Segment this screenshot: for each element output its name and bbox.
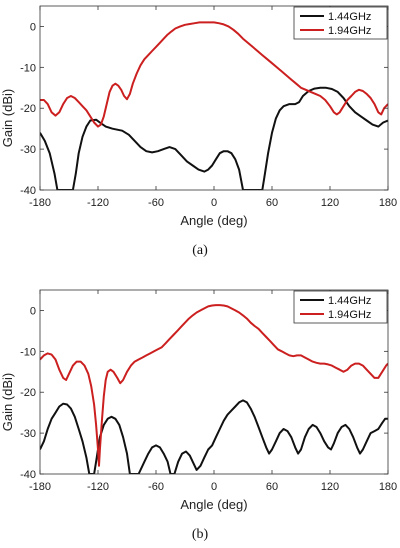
x-tick-label: 60 [266, 197, 278, 209]
x-tick-label: 180 [379, 481, 397, 493]
legend-box [293, 6, 388, 40]
y-tick-label: -30 [20, 144, 36, 156]
y-tick-label: 0 [30, 21, 36, 33]
legend-label: 1.44GHz [328, 295, 371, 307]
x-tick-label: 0 [211, 481, 217, 493]
chart-panel-2: -180 -120 -60 0 60 120 180 0 -10 -20 -30 -40 Angle (… [0, 289, 397, 542]
x-tick-label: -60 [148, 197, 164, 209]
y-tick-label: -20 [20, 103, 36, 115]
x-tick-label: 120 [321, 197, 339, 209]
x-tick-label: -120 [87, 197, 109, 209]
x-tick-label: 120 [321, 481, 339, 493]
legend-label: 1.94GHz [328, 309, 371, 321]
x-axis-label: Angle (deg) [180, 213, 247, 228]
series-line-194ghz [40, 304, 388, 467]
x-tick-label: -60 [148, 481, 164, 493]
series-line-144ghz [40, 86, 388, 190]
y-tick-label: -40 [20, 469, 36, 481]
series-line-194ghz [40, 21, 388, 128]
x-tick-label: -180 [29, 481, 51, 493]
panel-caption: (b) [192, 527, 209, 542]
y-axis-label: Gain (dBi) [0, 373, 15, 432]
y-tick-label: -40 [20, 185, 36, 197]
panel-caption: (a) [192, 243, 208, 258]
series-line-144ghz [40, 399, 388, 474]
y-tick-label: -10 [20, 62, 36, 74]
x-tick-label: 0 [211, 197, 217, 209]
y-tick-label: -20 [20, 387, 36, 399]
x-axis-label: Angle (deg) [180, 497, 247, 512]
legend: 1.44GHz 1.94GHz [293, 290, 388, 324]
x-tick-label: -180 [29, 197, 51, 209]
legend-box [293, 290, 388, 324]
x-tick-label: -120 [87, 481, 109, 493]
y-axis-label: Gain (dBi) [0, 89, 15, 148]
legend: 1.44GHz 1.94GHz [293, 6, 388, 40]
y-tick-label: -30 [20, 428, 36, 440]
chart-panel-1: -180 -120 -60 0 60 120 180 0 -10 -20 -30 -40 Angle (… [0, 5, 397, 258]
x-tick-label: 60 [266, 481, 278, 493]
y-tick-label: 0 [30, 305, 36, 317]
y-tick-label: -10 [20, 346, 36, 358]
legend-label: 1.94GHz [328, 25, 371, 37]
x-tick-label: 180 [379, 197, 397, 209]
legend-label: 1.44GHz [328, 11, 371, 23]
